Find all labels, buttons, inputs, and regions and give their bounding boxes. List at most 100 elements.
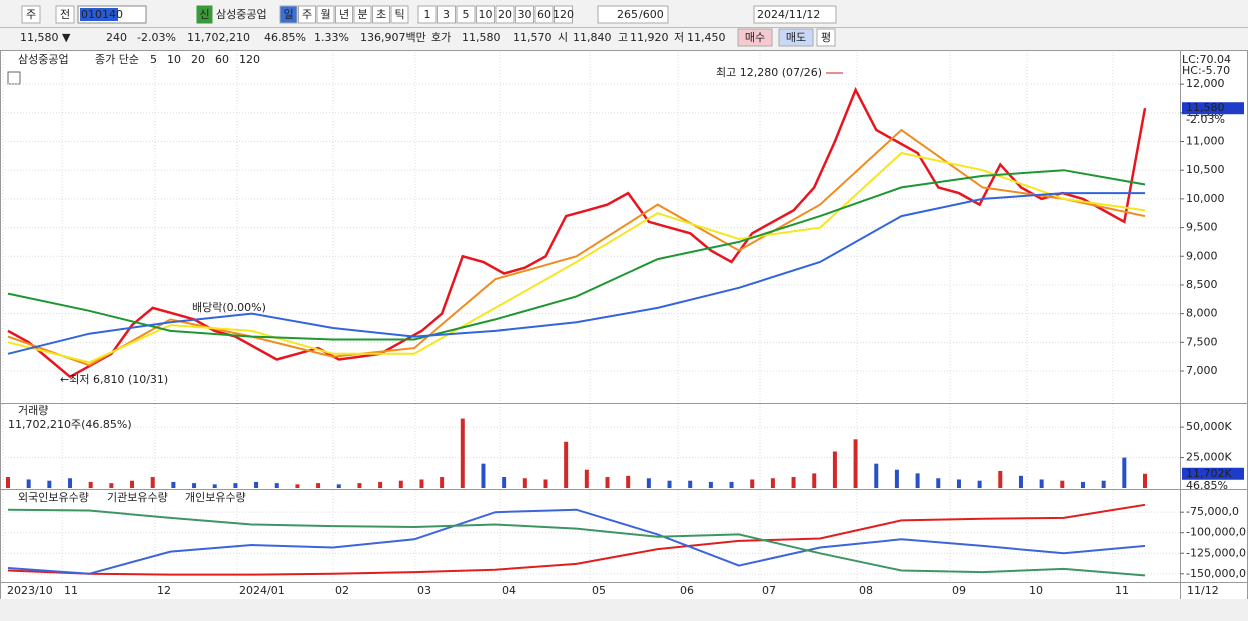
interval-button-box[interactable] <box>495 5 515 24</box>
prev-button-box[interactable] <box>55 5 75 24</box>
interval-button: 60 <box>537 8 551 21</box>
quote-open: 11,840 <box>573 31 612 44</box>
last-price: 11,580 <box>1186 101 1225 114</box>
interval-button-box[interactable] <box>456 5 476 24</box>
buy-button: 매수 <box>745 31 765 44</box>
interval-button-box[interactable] <box>437 5 456 24</box>
interval-button-box[interactable] <box>417 5 437 24</box>
quote-price: 11,580 ▼ <box>20 31 71 44</box>
avg-button: 평 <box>821 31 831 44</box>
series-line <box>7 169 1146 341</box>
volume-bar <box>998 470 1003 488</box>
interval-button: 5 <box>463 8 470 21</box>
badge-box[interactable] <box>196 5 213 24</box>
quote-ask: 11,580 <box>462 31 501 44</box>
interval-button-box[interactable] <box>476 5 495 24</box>
y-tick-label: 50,000K <box>1186 420 1232 433</box>
interval-button-box[interactable] <box>554 5 573 24</box>
volume-bar <box>212 484 217 488</box>
hc-indicator: HC:-5.70 <box>1182 64 1230 77</box>
badge: 신 <box>199 8 209 21</box>
series-line <box>7 192 1145 355</box>
volume-bar <box>770 478 775 488</box>
volume-bar <box>626 475 631 488</box>
last-change: -2.03% <box>1186 113 1225 126</box>
series-line <box>7 86 1147 379</box>
volume-bar <box>419 479 424 488</box>
interval-button: 120 <box>553 8 574 21</box>
legend-prefix: 종가 단순 <box>95 53 139 66</box>
volume-bar <box>791 477 796 488</box>
volume-bar <box>171 481 176 488</box>
volume-bar <box>1143 473 1147 488</box>
stock-name: 삼성중공업 <box>216 8 267 21</box>
y-tick-label: 10,000 <box>1186 192 1225 205</box>
y-tick-label: 12,000 <box>1186 77 1225 90</box>
quote-turnover: 1.33% <box>314 31 349 44</box>
period-button: 틱 <box>394 8 404 21</box>
volume-bar <box>192 483 197 488</box>
period-button-box[interactable] <box>335 5 353 24</box>
volume-bar <box>398 480 403 488</box>
volume-bar <box>646 478 651 488</box>
interval-button: 1 <box>424 8 431 21</box>
y-tick-label: 8,500 <box>1186 278 1218 291</box>
period-button-box[interactable] <box>279 5 298 24</box>
interval-button: 20 <box>498 8 512 21</box>
volume-bar <box>316 483 321 488</box>
y-tick-label: -150,000,0 <box>1186 567 1246 580</box>
volume-bar <box>502 477 507 488</box>
period-button: 월 <box>320 8 330 21</box>
period-button-box[interactable] <box>316 5 335 24</box>
volume-bar <box>812 473 817 488</box>
volume-bar <box>274 483 279 488</box>
period-button-box[interactable] <box>372 5 390 24</box>
volume-bar <box>915 473 920 488</box>
last-volume-box <box>1182 467 1244 480</box>
grid-icon[interactable] <box>7 71 21 85</box>
volume-bar <box>667 480 672 488</box>
count-box[interactable] <box>597 5 669 24</box>
period-button: 년 <box>339 8 349 21</box>
volume-bar <box>956 479 961 488</box>
quote-low: 11,450 <box>687 31 726 44</box>
low-annotation: ←최저 6,810 (10/31) <box>60 373 168 386</box>
period-button-box[interactable] <box>353 5 372 24</box>
volume-bar <box>750 479 755 488</box>
x-axis-label: 03 <box>417 584 431 597</box>
period-button: 일 <box>283 7 293 21</box>
interval-button-box[interactable] <box>515 5 534 24</box>
y-tick-label: 11,000 <box>1186 135 1225 148</box>
avg-button-box[interactable] <box>816 28 836 47</box>
volume-bar <box>1018 475 1023 488</box>
legend-entry: 외국인보유수량 <box>18 491 89 504</box>
sell-button-box[interactable] <box>778 28 814 47</box>
period-button-box[interactable] <box>298 5 316 24</box>
volume-bar <box>68 478 73 488</box>
buy-button-box[interactable] <box>737 28 773 47</box>
count-max: /600 <box>639 8 664 21</box>
volume-bar <box>88 481 93 488</box>
x-axis-label: 11 <box>1115 584 1129 597</box>
scrollbar[interactable] <box>0 599 1248 621</box>
legend-entry: 개인보유수량 <box>185 491 246 504</box>
interval-button-box[interactable] <box>534 5 554 24</box>
x-axis-label: 08 <box>859 584 873 597</box>
volume-bar <box>584 469 589 488</box>
volume-bar <box>233 483 238 488</box>
volume-bar <box>543 479 548 488</box>
volume-bar <box>936 478 941 488</box>
volume-bar <box>729 481 734 488</box>
period-button-box[interactable] <box>390 5 409 24</box>
legend-entry: 20 <box>191 53 205 66</box>
date-box[interactable] <box>753 5 837 24</box>
quote-open-label: 시 <box>558 31 568 44</box>
series-line <box>7 503 1146 576</box>
x-axis-label: 11/12 <box>1187 584 1219 597</box>
x-axis-label: 2023/10 <box>7 584 53 597</box>
volume-bar <box>130 480 135 488</box>
market-button-box[interactable] <box>21 5 41 24</box>
volume-bar <box>1080 481 1085 488</box>
quote-amount: 136,907백만 <box>360 31 426 44</box>
